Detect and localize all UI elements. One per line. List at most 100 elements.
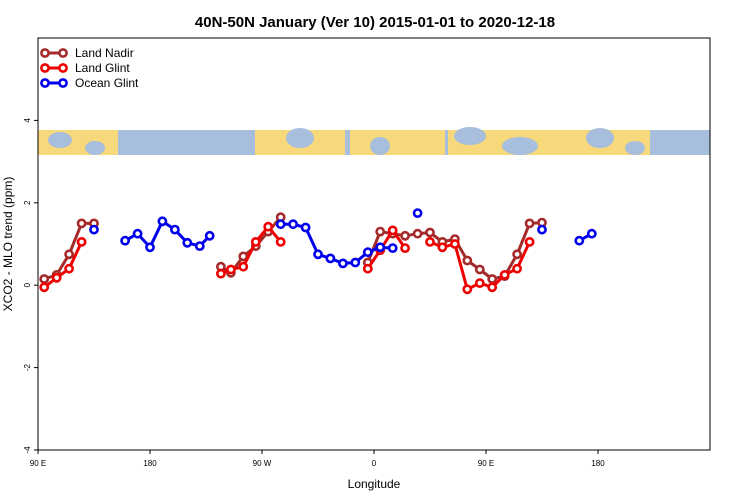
map-water-body [586, 128, 614, 148]
x-tick-label: 90 E [478, 459, 494, 468]
land-nadir-point [375, 226, 386, 237]
x-tick-label: 90 E [30, 459, 46, 468]
land-nadir-point [412, 228, 423, 239]
land-glint-point [238, 261, 249, 272]
series-layer [39, 208, 597, 295]
land-nadir-point [39, 274, 50, 284]
y-axis-label: XCO2 - MLO trend (ppm) [1, 177, 15, 312]
land-nadir-point [462, 255, 473, 266]
legend-item-land-glint: Land Glint [40, 61, 130, 75]
ocean-glint-point [204, 230, 215, 241]
ocean-glint-point [194, 241, 205, 251]
legend-swatch-marker [58, 63, 68, 73]
land-glint-line [366, 228, 407, 270]
legend-swatch-marker [40, 48, 50, 58]
ocean-glint-point [120, 235, 130, 246]
ocean-glint-point [412, 208, 423, 218]
chart-title: 40N-50N January (Ver 10) 2015-01-01 to 2… [195, 14, 555, 31]
ocean-glint-point [325, 253, 336, 264]
legend-label: Land Nadir [75, 46, 134, 60]
x-tick-label: 90 W [253, 459, 272, 468]
map-water-body [48, 132, 72, 148]
land-nadir-point [474, 264, 485, 275]
series-land-glint [39, 221, 535, 295]
land-glint-line [43, 241, 83, 289]
y-tick-label: 4 [23, 118, 32, 123]
legend-label: Land Glint [75, 61, 130, 75]
map-landmass [350, 130, 432, 155]
ocean-glint-point [586, 228, 597, 239]
map-landmass [432, 130, 445, 155]
land-glint-point [225, 264, 236, 275]
map-water-body [286, 128, 314, 148]
y-tick-label: -4 [23, 446, 32, 454]
land-nadir-point [512, 249, 522, 260]
legend-swatch-marker [58, 78, 68, 88]
land-glint-point [263, 221, 274, 232]
ocean-glint-point [275, 219, 286, 230]
land-glint-point [275, 236, 286, 247]
land-glint-point [437, 242, 448, 253]
ocean-glint-point [337, 258, 348, 269]
ocean-glint-point [145, 242, 155, 253]
land-nadir-point [64, 249, 74, 260]
land-nadir-point [400, 230, 410, 241]
x-axis-label: Longitude [348, 477, 401, 491]
land-glint-point [499, 269, 510, 280]
map-water-body [502, 137, 538, 155]
y-tick-label: -2 [23, 363, 32, 371]
world-map-strip [38, 127, 710, 155]
legend-swatch-marker [58, 48, 68, 58]
map-water-body [370, 137, 390, 155]
x-tick-label: 180 [591, 459, 605, 468]
series-ocean-glint [89, 208, 597, 269]
legend-swatch-marker [40, 63, 50, 73]
land-nadir-point [487, 274, 498, 284]
y-tick-label: 2 [23, 200, 32, 205]
ocean-glint-point [169, 224, 180, 235]
ocean-glint-point [537, 224, 547, 235]
ocean-glint-point [362, 247, 373, 258]
axes: 90 E 180 90 W 0 90 E 180 -4 -2 0 2 4 [23, 118, 605, 468]
land-glint-point [474, 278, 485, 288]
land-glint-point [215, 268, 226, 279]
land-glint-point [39, 282, 50, 293]
ocean-glint-point [157, 216, 168, 227]
ocean-glint-point [288, 219, 298, 230]
land-glint-point [362, 263, 373, 274]
ocean-glint-line [280, 222, 393, 265]
map-water-body [454, 127, 486, 145]
land-nadir-point [76, 218, 87, 229]
legend-item-land-nadir: Land Nadir [40, 46, 134, 60]
land-glint-point [250, 236, 261, 247]
ocean-glint-point [300, 222, 311, 233]
legend-label: Ocean Glint [75, 76, 139, 90]
legend-item-ocean-glint: Ocean Glint [40, 76, 139, 90]
land-glint-point [400, 243, 410, 253]
ocean-glint-point [313, 249, 323, 260]
map-water-body [85, 141, 105, 155]
x-tick-label: 0 [372, 459, 377, 468]
ocean-glint-point [132, 228, 143, 239]
y-tick-label: 0 [23, 282, 32, 287]
ocean-glint-point [574, 235, 585, 246]
ocean-glint-point [89, 224, 99, 235]
land-nadir-point [425, 227, 435, 238]
land-glint-point [387, 225, 398, 236]
land-nadir-point [524, 218, 535, 229]
land-glint-point [51, 272, 62, 283]
map-water-body [625, 141, 645, 155]
land-glint-point [449, 239, 460, 249]
land-glint-point [512, 263, 522, 274]
legend-swatch-marker [40, 78, 50, 88]
ocean-glint-point [350, 257, 361, 268]
land-glint-point [462, 284, 473, 295]
ocean-glint-point [375, 242, 386, 253]
land-glint-point [425, 236, 435, 247]
x-tick-label: 180 [143, 459, 157, 468]
land-glint-point [76, 236, 87, 247]
land-glint-point [64, 263, 74, 274]
ocean-glint-point [182, 237, 193, 248]
